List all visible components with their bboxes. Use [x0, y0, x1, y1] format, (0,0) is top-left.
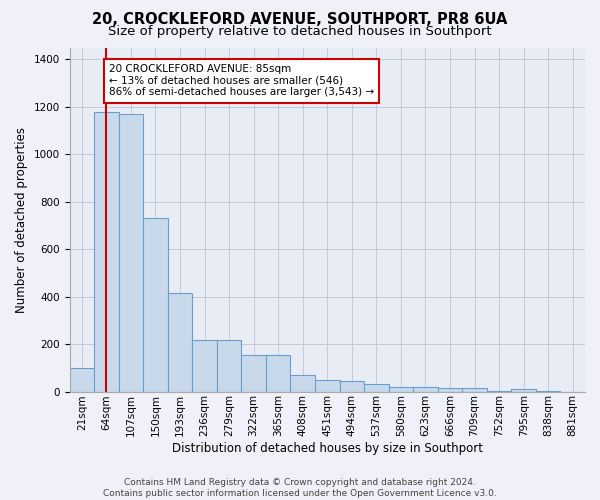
Bar: [217, 340, 241, 392]
Y-axis label: Number of detached properties: Number of detached properties: [15, 126, 28, 312]
Bar: [340, 381, 364, 392]
Bar: [143, 218, 168, 392]
Bar: [266, 355, 290, 392]
X-axis label: Distribution of detached houses by size in Southport: Distribution of detached houses by size …: [172, 442, 483, 455]
Text: Size of property relative to detached houses in Southport: Size of property relative to detached ho…: [108, 25, 492, 38]
Bar: [168, 293, 192, 392]
Text: Contains HM Land Registry data © Crown copyright and database right 2024.
Contai: Contains HM Land Registry data © Crown c…: [103, 478, 497, 498]
Bar: [290, 375, 315, 392]
Bar: [462, 388, 487, 392]
Bar: [511, 389, 536, 392]
Bar: [119, 114, 143, 392]
Bar: [413, 387, 438, 392]
Bar: [315, 380, 340, 392]
Bar: [364, 384, 389, 392]
Bar: [192, 340, 217, 392]
Text: 20, CROCKLEFORD AVENUE, SOUTHPORT, PR8 6UA: 20, CROCKLEFORD AVENUE, SOUTHPORT, PR8 6…: [92, 12, 508, 28]
Bar: [94, 112, 119, 392]
Bar: [389, 387, 413, 392]
Text: 20 CROCKLEFORD AVENUE: 85sqm
← 13% of detached houses are smaller (546)
86% of s: 20 CROCKLEFORD AVENUE: 85sqm ← 13% of de…: [109, 64, 374, 98]
Bar: [241, 355, 266, 392]
Bar: [438, 388, 462, 392]
Bar: [70, 368, 94, 392]
